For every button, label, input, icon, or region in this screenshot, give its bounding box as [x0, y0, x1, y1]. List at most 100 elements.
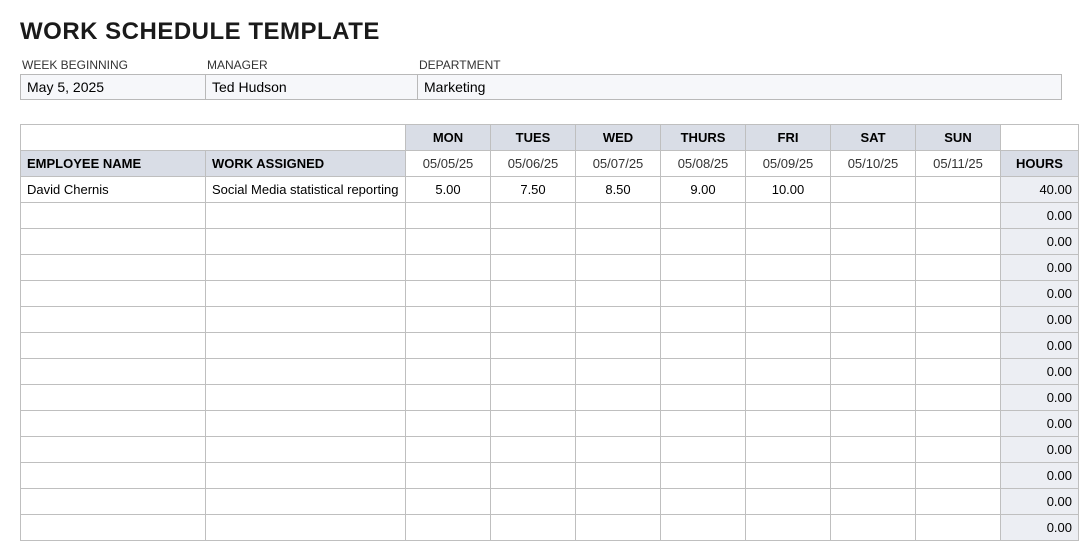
cell-day-hours[interactable]: [576, 359, 661, 385]
cell-day-hours[interactable]: [831, 515, 916, 541]
cell-day-hours[interactable]: [491, 333, 576, 359]
cell-day-hours[interactable]: [406, 463, 491, 489]
cell-day-hours[interactable]: [406, 515, 491, 541]
cell-day-hours[interactable]: [491, 229, 576, 255]
cell-work-assigned[interactable]: [206, 255, 406, 281]
cell-day-hours[interactable]: 9.00: [661, 177, 746, 203]
cell-day-hours[interactable]: [661, 281, 746, 307]
cell-day-hours[interactable]: [576, 255, 661, 281]
cell-day-hours[interactable]: [746, 437, 831, 463]
cell-day-hours[interactable]: [831, 229, 916, 255]
cell-work-assigned[interactable]: [206, 281, 406, 307]
cell-day-hours[interactable]: [831, 489, 916, 515]
cell-day-hours[interactable]: [406, 307, 491, 333]
cell-day-hours[interactable]: [661, 411, 746, 437]
cell-day-hours[interactable]: [831, 255, 916, 281]
cell-day-hours[interactable]: [661, 333, 746, 359]
cell-day-hours[interactable]: [916, 385, 1001, 411]
cell-day-hours[interactable]: [746, 385, 831, 411]
cell-day-hours[interactable]: 10.00: [746, 177, 831, 203]
cell-day-hours[interactable]: [831, 411, 916, 437]
cell-day-hours[interactable]: [916, 333, 1001, 359]
cell-day-hours[interactable]: [406, 333, 491, 359]
cell-day-hours[interactable]: [916, 437, 1001, 463]
cell-day-hours[interactable]: [576, 307, 661, 333]
cell-employee-name[interactable]: [21, 437, 206, 463]
cell-day-hours[interactable]: 8.50: [576, 177, 661, 203]
cell-day-hours[interactable]: [491, 437, 576, 463]
cell-day-hours[interactable]: [831, 307, 916, 333]
cell-work-assigned[interactable]: [206, 437, 406, 463]
cell-employee-name[interactable]: [21, 255, 206, 281]
cell-employee-name[interactable]: [21, 333, 206, 359]
value-manager[interactable]: Ted Hudson: [206, 75, 418, 99]
cell-day-hours[interactable]: [576, 489, 661, 515]
cell-day-hours[interactable]: [576, 333, 661, 359]
cell-day-hours[interactable]: [746, 463, 831, 489]
cell-day-hours[interactable]: [491, 489, 576, 515]
cell-day-hours[interactable]: [746, 229, 831, 255]
cell-day-hours[interactable]: [406, 281, 491, 307]
cell-day-hours[interactable]: [916, 307, 1001, 333]
cell-day-hours[interactable]: [831, 359, 916, 385]
cell-day-hours[interactable]: [576, 203, 661, 229]
cell-day-hours[interactable]: [576, 515, 661, 541]
cell-day-hours[interactable]: [916, 177, 1001, 203]
cell-day-hours[interactable]: [576, 385, 661, 411]
cell-day-hours[interactable]: [746, 515, 831, 541]
value-week-beginning[interactable]: May 5, 2025: [21, 75, 206, 99]
cell-work-assigned[interactable]: [206, 489, 406, 515]
cell-employee-name[interactable]: [21, 515, 206, 541]
cell-day-hours[interactable]: [746, 203, 831, 229]
cell-day-hours[interactable]: [491, 515, 576, 541]
cell-day-hours[interactable]: [406, 385, 491, 411]
cell-work-assigned[interactable]: [206, 307, 406, 333]
cell-employee-name[interactable]: [21, 385, 206, 411]
cell-day-hours[interactable]: [576, 463, 661, 489]
cell-day-hours[interactable]: [406, 411, 491, 437]
cell-day-hours[interactable]: [661, 437, 746, 463]
cell-employee-name[interactable]: [21, 489, 206, 515]
cell-day-hours[interactable]: [916, 255, 1001, 281]
cell-day-hours[interactable]: [661, 229, 746, 255]
cell-day-hours[interactable]: [746, 359, 831, 385]
cell-day-hours[interactable]: [661, 489, 746, 515]
cell-day-hours[interactable]: [406, 203, 491, 229]
cell-day-hours[interactable]: [491, 359, 576, 385]
cell-employee-name[interactable]: [21, 203, 206, 229]
cell-day-hours[interactable]: [831, 385, 916, 411]
cell-day-hours[interactable]: [661, 255, 746, 281]
cell-day-hours[interactable]: [831, 437, 916, 463]
cell-employee-name[interactable]: [21, 411, 206, 437]
cell-day-hours[interactable]: [916, 281, 1001, 307]
cell-employee-name[interactable]: [21, 307, 206, 333]
cell-day-hours[interactable]: [746, 489, 831, 515]
cell-day-hours[interactable]: [916, 411, 1001, 437]
cell-day-hours[interactable]: [491, 255, 576, 281]
cell-day-hours[interactable]: [576, 411, 661, 437]
cell-day-hours[interactable]: [831, 333, 916, 359]
cell-day-hours[interactable]: [576, 281, 661, 307]
cell-work-assigned[interactable]: [206, 333, 406, 359]
cell-employee-name[interactable]: David Chernis: [21, 177, 206, 203]
cell-day-hours[interactable]: [491, 203, 576, 229]
cell-day-hours[interactable]: [491, 385, 576, 411]
cell-work-assigned[interactable]: [206, 411, 406, 437]
cell-day-hours[interactable]: 5.00: [406, 177, 491, 203]
cell-day-hours[interactable]: [746, 281, 831, 307]
cell-day-hours[interactable]: [406, 255, 491, 281]
cell-day-hours[interactable]: [576, 437, 661, 463]
cell-day-hours[interactable]: 7.50: [491, 177, 576, 203]
cell-day-hours[interactable]: [916, 515, 1001, 541]
cell-day-hours[interactable]: [916, 463, 1001, 489]
cell-work-assigned[interactable]: [206, 515, 406, 541]
cell-day-hours[interactable]: [831, 177, 916, 203]
cell-day-hours[interactable]: [916, 203, 1001, 229]
cell-day-hours[interactable]: [746, 255, 831, 281]
cell-day-hours[interactable]: [661, 385, 746, 411]
cell-day-hours[interactable]: [661, 203, 746, 229]
cell-work-assigned[interactable]: Social Media statistical reporting: [206, 177, 406, 203]
cell-employee-name[interactable]: [21, 359, 206, 385]
cell-work-assigned[interactable]: [206, 385, 406, 411]
cell-day-hours[interactable]: [916, 229, 1001, 255]
